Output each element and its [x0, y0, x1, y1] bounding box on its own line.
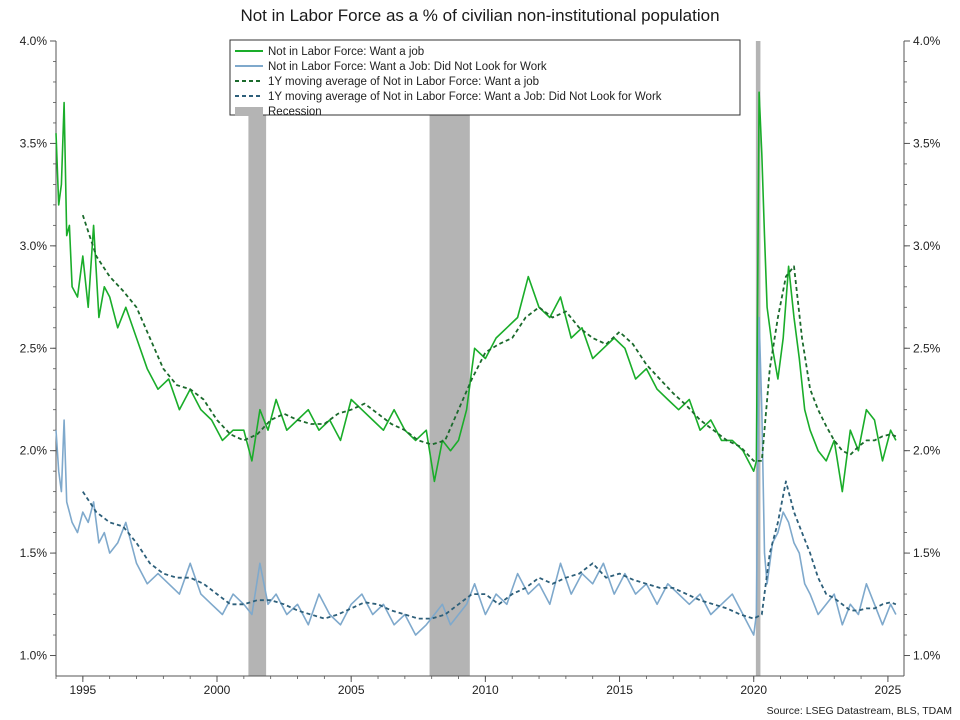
legend-label-0: Not in Labor Force: Want a job: [268, 46, 424, 58]
series-line-1: [55, 316, 897, 636]
source-note: Source: LSEG Datastream, BLS, TDAM: [766, 705, 952, 717]
legend-label-3: 1Y moving average of Not in Labor Force:…: [268, 91, 662, 103]
x-tick-label: 2010: [472, 683, 499, 697]
y-tick-label-right: 4.0%: [913, 34, 941, 48]
recession-band-1: [429, 41, 470, 676]
recession-bands: [248, 41, 761, 676]
y-tick-label-left: 2.0%: [20, 444, 48, 458]
chart-title: Not in Labor Force as a % of civilian no…: [240, 6, 720, 25]
legend-label-2: 1Y moving average of Not in Labor Force:…: [268, 76, 539, 88]
legend-label-1: Not in Labor Force: Want a Job: Did Not …: [268, 61, 547, 73]
y-tick-label-right: 3.0%: [913, 239, 941, 253]
y-tick-label-right: 3.5%: [913, 136, 941, 150]
x-tick-label: 2005: [338, 683, 365, 697]
y-tick-label-right: 2.0%: [913, 444, 941, 458]
y-tick-label-right: 2.5%: [913, 341, 941, 355]
legend-swatch-4: [235, 107, 263, 116]
x-tick-label: 2015: [606, 683, 633, 697]
legend: Not in Labor Force: Want a job Not in Lab…: [229, 39, 741, 118]
x-tick-label: 1995: [69, 683, 96, 697]
legend-box: [229, 39, 741, 116]
recession-band-0: [248, 41, 267, 676]
x-tick-label: 2000: [204, 683, 231, 697]
y-tick-label-left: 4.0%: [20, 34, 48, 48]
y-tick-label-left: 2.5%: [20, 341, 48, 355]
series-line-2: [81, 214, 897, 462]
y-tick-label-right: 1.0%: [913, 649, 941, 663]
y-tick-label-left: 3.0%: [20, 239, 48, 253]
x-tick-label: 2020: [740, 683, 767, 697]
y-tick-label-right: 1.5%: [913, 546, 941, 560]
series-line-3: [82, 480, 897, 620]
legend-label-4: Recession: [268, 106, 322, 118]
chart-axes: 1.0% 1.0% 1.5% 1.5% 2.0% 2.0% 2.5% 2.5% 3.0% 3.0%…: [20, 34, 941, 697]
y-tick-label-left: 1.0%: [20, 649, 48, 663]
series-lines: [55, 91, 897, 636]
x-tick-label: 2025: [875, 683, 902, 697]
y-tick-label-left: 3.5%: [20, 136, 48, 150]
y-tick-label-left: 1.5%: [20, 546, 48, 560]
series-line-0: [55, 91, 897, 493]
